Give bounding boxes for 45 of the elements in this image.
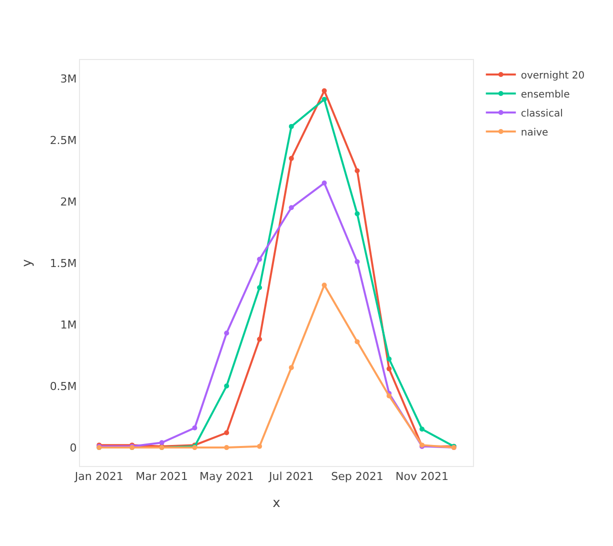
point [257, 444, 262, 449]
point [386, 366, 392, 372]
point [354, 339, 360, 344]
point [224, 430, 230, 436]
y-tick-label: 1.5M [50, 256, 77, 270]
x-axis-title: x [272, 496, 281, 511]
legend-label: classical [520, 108, 563, 120]
y-tick-label: 0 [70, 441, 77, 454]
point [354, 168, 360, 174]
y-axis-title: y [20, 258, 35, 267]
x-tick-label: Jan 2021 [74, 470, 124, 484]
point [224, 445, 230, 450]
legend-label: naive [520, 127, 548, 138]
y-tick-label: 1M [60, 318, 77, 332]
y-tick-label: 0.5M [50, 380, 77, 393]
point [322, 88, 327, 94]
legend-label: overnight 20 [520, 70, 585, 82]
x-tick-label: Sep 2021 [331, 470, 384, 484]
y-tick-label: 2M [60, 195, 77, 208]
point [322, 282, 327, 288]
point [192, 425, 198, 430]
point [420, 426, 425, 432]
point [224, 384, 230, 389]
point [354, 211, 360, 216]
y-tick-label: 3M [60, 72, 77, 86]
point [288, 124, 294, 129]
point [322, 180, 327, 186]
point [386, 393, 392, 398]
point [386, 356, 392, 362]
x-tick-label: Jul 2021 [268, 470, 314, 484]
point [322, 96, 327, 102]
point [288, 365, 294, 370]
point [288, 156, 294, 161]
point [224, 330, 230, 336]
point [354, 259, 360, 264]
point [257, 285, 262, 290]
y-tick-label: 2.5M [50, 134, 77, 147]
point [257, 256, 262, 262]
x-tick-label: Mar 2021 [136, 470, 188, 484]
point [257, 336, 262, 342]
x-tick-label: May 2021 [199, 470, 254, 484]
x-tick-label: Nov 2021 [396, 470, 449, 484]
point [159, 440, 164, 446]
point [288, 205, 294, 210]
legend-label: ensemble [520, 89, 570, 100]
